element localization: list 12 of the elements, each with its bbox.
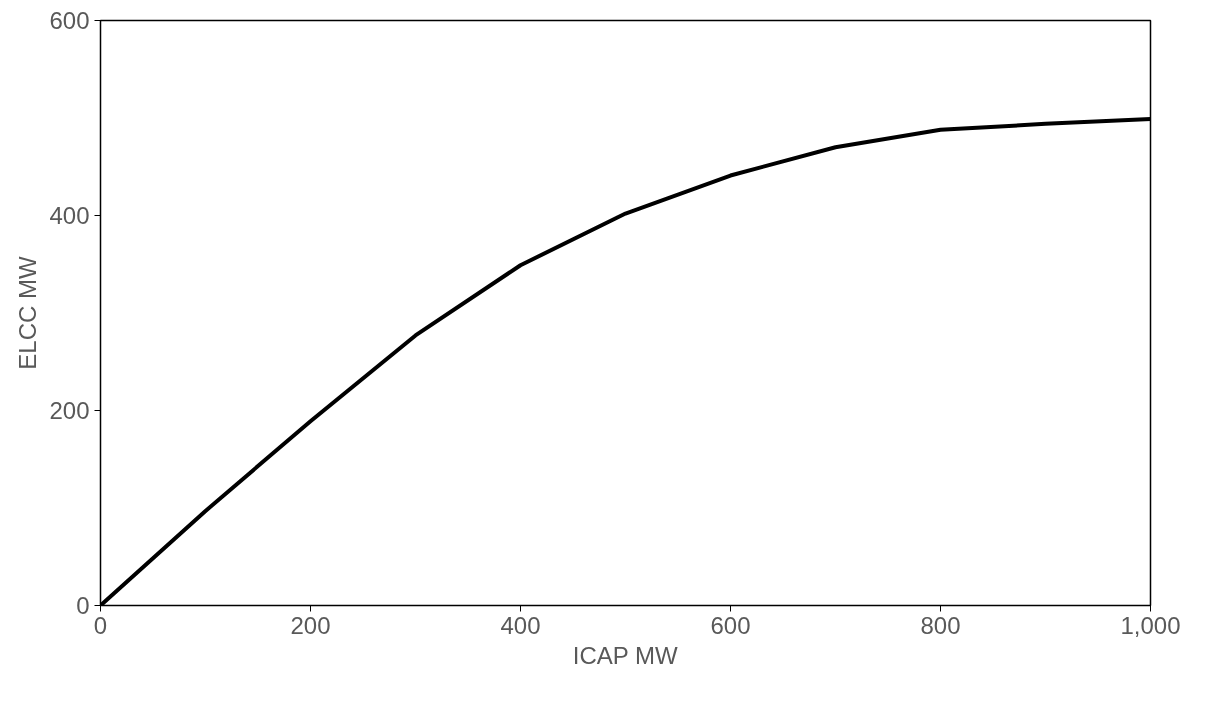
x-tick-label: 200	[290, 611, 331, 639]
y-tick-label: 0	[76, 592, 90, 619]
y-tick-label: 600	[49, 7, 90, 34]
y-axis-title: ELCC MW	[14, 255, 42, 370]
x-tick-label: 800	[920, 611, 961, 639]
y-tick-label: 400	[49, 202, 90, 229]
x-tick-label: 0	[93, 611, 108, 639]
x-tick-label: 1,000	[1120, 611, 1181, 639]
y-tick-label: 200	[49, 397, 90, 424]
x-axis-title: ICAP MW	[572, 641, 679, 669]
x-tick-label: 400	[500, 611, 541, 639]
x-tick-label: 600	[710, 611, 751, 639]
